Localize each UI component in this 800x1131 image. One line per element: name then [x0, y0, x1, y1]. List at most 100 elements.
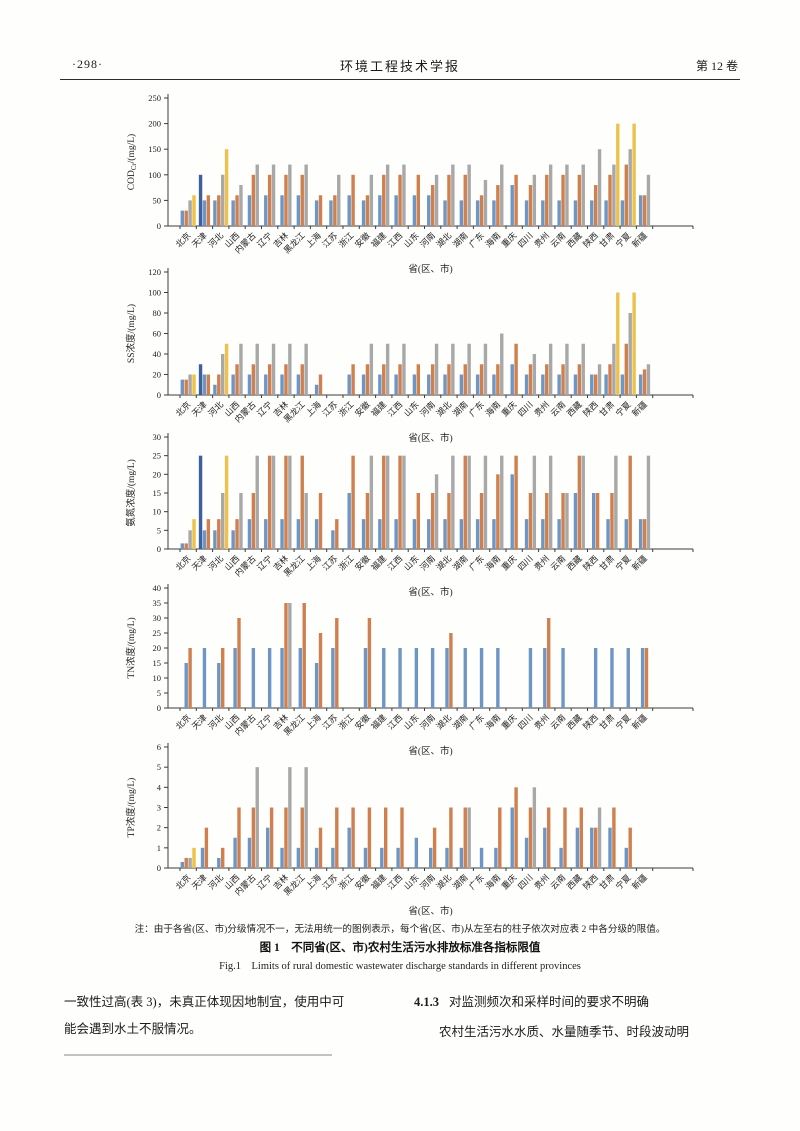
svg-text:辽宁: 辽宁 — [255, 872, 274, 891]
svg-text:10: 10 — [153, 507, 162, 517]
svg-text:上海: 上海 — [304, 553, 323, 572]
svg-text:陕西: 陕西 — [581, 553, 600, 572]
svg-text:10: 10 — [153, 673, 162, 683]
svg-text:甘肃: 甘肃 — [597, 399, 616, 418]
svg-text:浙江: 浙江 — [336, 230, 355, 249]
svg-text:重庆: 重庆 — [499, 230, 518, 249]
figure-1-charts: 0 50 100 150 200 250 北京 天津 河北 山西 内蒙古 辽宁 吉林 黑龙江 上海 江苏 浙江安… — [125, 93, 694, 917]
svg-text:宁夏: 宁夏 — [614, 553, 633, 572]
svg-text:安徽: 安徽 — [353, 399, 372, 418]
svg-text:贵州: 贵州 — [532, 712, 551, 731]
svg-text:CODCr/(mg/L): CODCr/(mg/L) — [126, 134, 138, 190]
svg-text:省(区、市): 省(区、市) — [408, 905, 452, 917]
svg-text:西藏: 西藏 — [565, 872, 584, 891]
svg-text:宁夏: 宁夏 — [614, 712, 633, 731]
svg-text:河北: 河北 — [206, 712, 225, 731]
svg-text:湖南: 湖南 — [451, 230, 470, 249]
svg-text:江西: 江西 — [385, 230, 404, 249]
chart-nh3n: 051015202530北京天津河北山西内蒙古辽宁吉林黑龙江上海江苏浙江安徽福建… — [125, 432, 694, 598]
chart-cod: 050100150200250北京天津河北山西内蒙古辽宁吉林黑龙江上海江苏浙江安… — [126, 93, 694, 275]
svg-text:上海: 上海 — [304, 230, 323, 249]
svg-text:上海: 上海 — [304, 399, 323, 418]
svg-text:重庆: 重庆 — [499, 712, 518, 731]
svg-text:安徽: 安徽 — [353, 712, 372, 731]
svg-text:2: 2 — [157, 823, 161, 833]
svg-text:海南: 海南 — [483, 872, 502, 891]
svg-text:江苏: 江苏 — [320, 712, 339, 731]
svg-text:省(区、市): 省(区、市) — [408, 432, 452, 444]
svg-text:甘肃: 甘肃 — [597, 553, 616, 572]
svg-text:四川: 四川 — [516, 712, 535, 731]
svg-text:河南: 河南 — [418, 230, 437, 249]
svg-text:宁夏: 宁夏 — [614, 399, 633, 418]
svg-text:湖南: 湖南 — [451, 872, 470, 891]
svg-text:广东: 广东 — [467, 553, 486, 572]
svg-text:贵州: 贵州 — [532, 399, 551, 418]
svg-text:0: 0 — [157, 703, 161, 713]
svg-text:湖南: 湖南 — [451, 712, 470, 731]
svg-text:广东: 广东 — [467, 230, 486, 249]
svg-text:TN浓度/(mg/L): TN浓度/(mg/L) — [125, 617, 137, 678]
svg-text:江西: 江西 — [385, 872, 404, 891]
svg-text:天津: 天津 — [190, 872, 209, 891]
svg-text:四川: 四川 — [516, 230, 535, 249]
svg-text:0: 0 — [157, 863, 161, 873]
svg-text:重庆: 重庆 — [499, 399, 518, 418]
svg-text:80: 80 — [153, 308, 162, 318]
svg-text:安徽: 安徽 — [353, 230, 372, 249]
svg-text:江苏: 江苏 — [320, 553, 339, 572]
svg-text:上海: 上海 — [304, 872, 323, 891]
svg-text:30: 30 — [153, 432, 162, 442]
svg-text:贵州: 贵州 — [532, 553, 551, 572]
header-rule — [60, 79, 740, 80]
body-right-column: 4.1.3 对监测频次和采样时间的要求不明确 农村生活污水水质、水量随季节、时段波… — [414, 989, 746, 1046]
chart-ss: 020406080100120北京天津河北山西内蒙古辽宁吉林黑龙江上海江苏浙江安… — [125, 267, 694, 444]
svg-text:安徽: 安徽 — [353, 872, 372, 891]
section-number: 4.1.3 — [414, 995, 439, 1009]
svg-text:15: 15 — [153, 488, 162, 498]
svg-text:天津: 天津 — [190, 553, 209, 572]
svg-text:陕西: 陕西 — [581, 230, 600, 249]
svg-text:60: 60 — [153, 329, 162, 339]
svg-text:4: 4 — [157, 782, 162, 792]
svg-text:6: 6 — [157, 742, 161, 752]
svg-text:TP浓度/(mg/L): TP浓度/(mg/L) — [125, 778, 137, 838]
svg-text:广东: 广东 — [467, 712, 486, 731]
body-left-line-1: 一致性过高(表 3)，未真正体现因地制宜，使用中可 — [64, 995, 345, 1009]
svg-text:云南: 云南 — [548, 553, 567, 572]
svg-text:福建: 福建 — [369, 712, 388, 731]
svg-text:湖北: 湖北 — [434, 872, 453, 891]
svg-text:云南: 云南 — [548, 872, 567, 891]
svg-text:福建: 福建 — [369, 872, 388, 891]
svg-text:25: 25 — [153, 628, 162, 638]
svg-text:西藏: 西藏 — [565, 553, 584, 572]
svg-text:200: 200 — [148, 119, 161, 129]
svg-text:北京: 北京 — [173, 399, 192, 418]
svg-text:山东: 山东 — [402, 872, 421, 891]
svg-text:新疆: 新疆 — [630, 553, 649, 572]
svg-text:甘肃: 甘肃 — [597, 872, 616, 891]
svg-text:江西: 江西 — [385, 553, 404, 572]
svg-text:江苏: 江苏 — [320, 399, 339, 418]
svg-text:湖北: 湖北 — [434, 230, 453, 249]
svg-text:宁夏: 宁夏 — [614, 872, 633, 891]
svg-text:云南: 云南 — [548, 712, 567, 731]
svg-text:1: 1 — [157, 843, 161, 853]
svg-text:湖南: 湖南 — [451, 399, 470, 418]
svg-text:海南: 海南 — [483, 230, 502, 249]
svg-text:西藏: 西藏 — [565, 230, 584, 249]
svg-text:陕西: 陕西 — [581, 399, 600, 418]
svg-text:5: 5 — [157, 688, 161, 698]
figure-caption-zh: 图 1 不同省(区、市)农村生活污水排放标准各指标限值 — [259, 942, 541, 954]
svg-text:重庆: 重庆 — [499, 553, 518, 572]
svg-text:辽宁: 辽宁 — [255, 399, 274, 418]
svg-text:新疆: 新疆 — [630, 399, 649, 418]
svg-text:福建: 福建 — [369, 553, 388, 572]
svg-text:河南: 河南 — [418, 399, 437, 418]
svg-text:陕西: 陕西 — [581, 872, 600, 891]
svg-text:江苏: 江苏 — [320, 230, 339, 249]
svg-text:甘肃: 甘肃 — [597, 712, 616, 731]
svg-text:四川: 四川 — [516, 872, 535, 891]
svg-text:15: 15 — [153, 658, 162, 668]
svg-text:100: 100 — [148, 170, 161, 180]
